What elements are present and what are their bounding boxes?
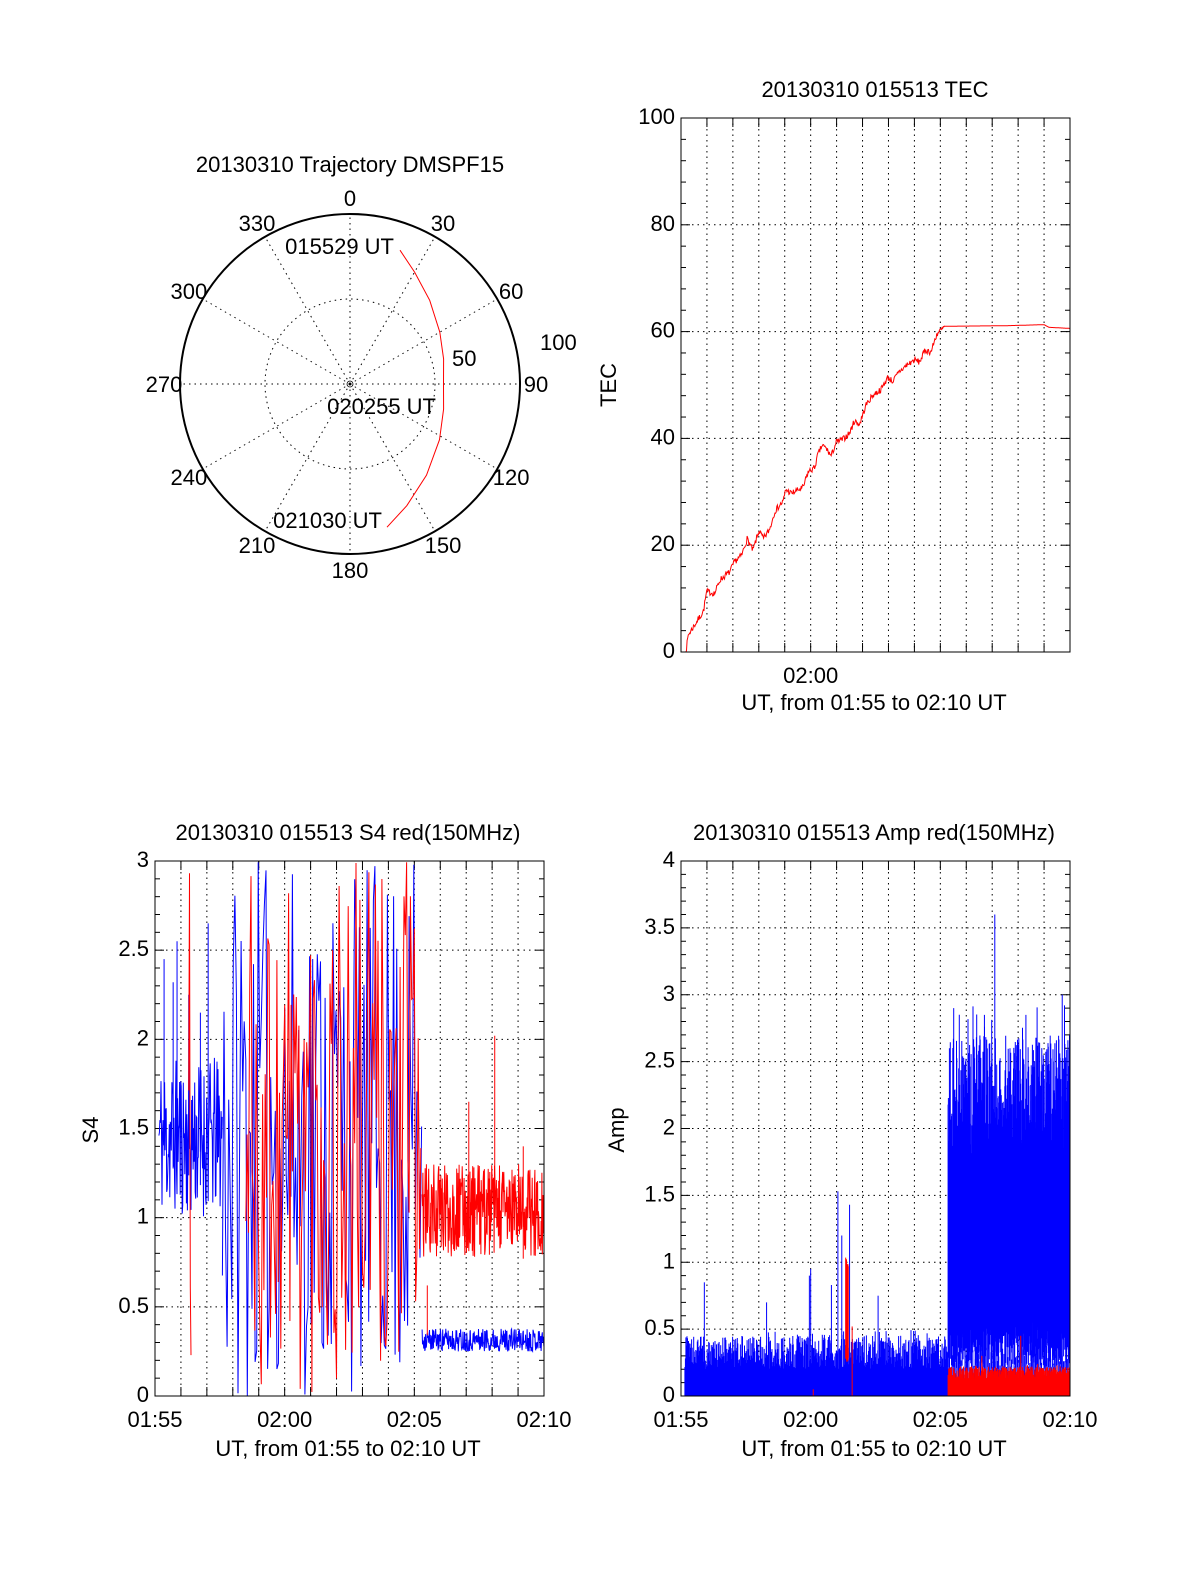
series-trace	[188, 873, 192, 1356]
polar-spoke-210	[264, 383, 351, 532]
trajectory-polar-plot: 20130310 Trajectory DMSPF15 0 30 60 90 120 15…	[146, 152, 577, 583]
angle-tick-label-0: 0	[344, 186, 356, 211]
radial-tick-label-50: 50	[452, 346, 476, 371]
polar-spoke-30	[349, 236, 436, 385]
trajectory-start-time-label: 015529 UT	[285, 234, 394, 259]
angle-tick-label-150: 150	[425, 533, 462, 558]
s4-ticks	[154, 860, 545, 1397]
y-tick-label: 3	[663, 981, 675, 1006]
series-trace	[245, 862, 422, 1393]
tec-plot: 20130310 015513 TEC UT, from 01:55 to 02…	[596, 77, 1071, 715]
series-trace	[221, 862, 423, 1396]
x-tick-label: 02:05	[913, 1407, 968, 1432]
plot-frame	[154, 860, 545, 1397]
polar-series	[386, 249, 445, 528]
y-tick-label: 2	[137, 1025, 149, 1050]
y-tick-label: 2	[663, 1115, 675, 1140]
amp-grid	[681, 861, 1070, 1396]
angle-tick-label-330: 330	[239, 211, 276, 236]
x-tick-label: 02:00	[783, 663, 838, 688]
y-tick-label: 3	[137, 847, 149, 872]
plot-frame	[680, 117, 1071, 653]
angle-tick-label-30: 30	[431, 211, 455, 236]
y-tick-label: 20	[651, 531, 675, 556]
x-tick-label: 02:10	[516, 1407, 571, 1432]
angle-tick-label-240: 240	[171, 465, 208, 490]
y-tick-label: 0.5	[644, 1315, 675, 1340]
y-tick-label: 0	[137, 1382, 149, 1407]
x-tick-label: 01:55	[127, 1407, 182, 1432]
polar-spoke-300	[202, 298, 351, 385]
plot-frame	[680, 860, 1071, 1397]
tec-series-line	[685, 324, 1071, 653]
polar-spoke-120	[349, 383, 498, 470]
y-tick-label: 100	[638, 104, 675, 129]
polar-spoke-330	[264, 236, 351, 385]
y-tick-label: 2.5	[118, 936, 149, 961]
x-tick-label: 01:55	[653, 1407, 708, 1432]
polar-grid	[179, 213, 521, 555]
y-tick-label: 1	[663, 1248, 675, 1273]
y-tick-label: 80	[651, 211, 675, 236]
trajectory-title: 20130310 Trajectory DMSPF15	[196, 152, 504, 177]
tec-title: 20130310 015513 TEC	[761, 77, 988, 102]
y-tick-label: 4	[663, 847, 675, 872]
angle-tick-label-210: 210	[239, 533, 276, 558]
tec-ylabel: TEC	[596, 363, 621, 407]
series-trace	[421, 1327, 545, 1354]
tec-ticks	[680, 117, 1071, 653]
y-tick-label: 1.5	[644, 1181, 675, 1206]
trajectory-mid-time-label: 020255 UT	[327, 394, 436, 419]
y-tick-label: 1.5	[118, 1115, 149, 1140]
s4-title: 20130310 015513 S4 red(150MHz)	[176, 820, 521, 845]
s4-series-s4-red	[188, 862, 545, 1393]
s4-plot: 20130310 015513 S4 red(150MHz) UT, from …	[78, 820, 572, 1461]
angle-tick-label-60: 60	[499, 279, 523, 304]
amp-ylabel: Amp	[604, 1107, 629, 1152]
polar-spoke-150	[349, 383, 436, 532]
y-tick-label: 0	[663, 638, 675, 663]
tec-grid	[681, 118, 1070, 652]
x-tick-label: 02:00	[257, 1407, 312, 1432]
polar-angle-labels: 0 30 60 90 120 150 180 210 240 270 300 330	[146, 186, 549, 583]
x-tick-label: 02:00	[783, 1407, 838, 1432]
amp-xlabel: UT, from 01:55 to 02:10 UT	[741, 1436, 1006, 1461]
y-tick-label: 1	[137, 1204, 149, 1229]
s4-xlabel: UT, from 01:55 to 02:10 UT	[215, 1436, 480, 1461]
angle-tick-label-120: 120	[493, 465, 530, 490]
y-tick-label: 0.5	[118, 1293, 149, 1318]
angle-tick-label-180: 180	[332, 558, 369, 583]
angle-tick-label-300: 300	[171, 279, 208, 304]
s4-ylabel: S4	[78, 1117, 103, 1144]
amp-series-amp-red	[812, 1257, 1071, 1396]
angle-tick-label-270: 270	[146, 372, 183, 397]
y-tick-label: 0	[663, 1382, 675, 1407]
y-tick-label: 2.5	[644, 1048, 675, 1073]
x-tick-label: 02:10	[1042, 1407, 1097, 1432]
polar-center-marker	[346, 380, 354, 388]
x-tick-label: 02:05	[387, 1407, 442, 1432]
amp-title: 20130310 015513 Amp red(150MHz)	[693, 820, 1055, 845]
y-tick-label: 3.5	[644, 914, 675, 939]
radial-tick-label-100: 100	[540, 330, 577, 355]
polar-spoke-60	[349, 298, 498, 385]
tec-xlabel: UT, from 01:55 to 02:10 UT	[741, 690, 1006, 715]
y-tick-label: 60	[651, 318, 675, 343]
polar-outer-circle	[179, 213, 521, 555]
amp-series-amp-blue	[684, 914, 1071, 1396]
y-tick-label: 40	[651, 424, 675, 449]
trajectory-end-time-label: 021030 UT	[273, 508, 382, 533]
polar-ring-50	[264, 298, 436, 470]
amp-plot: 20130310 015513 Amp red(150MHz) UT, from…	[604, 820, 1098, 1461]
trajectory-line	[386, 249, 445, 528]
angle-tick-label-90: 90	[524, 372, 548, 397]
polar-spoke-240	[202, 383, 351, 470]
